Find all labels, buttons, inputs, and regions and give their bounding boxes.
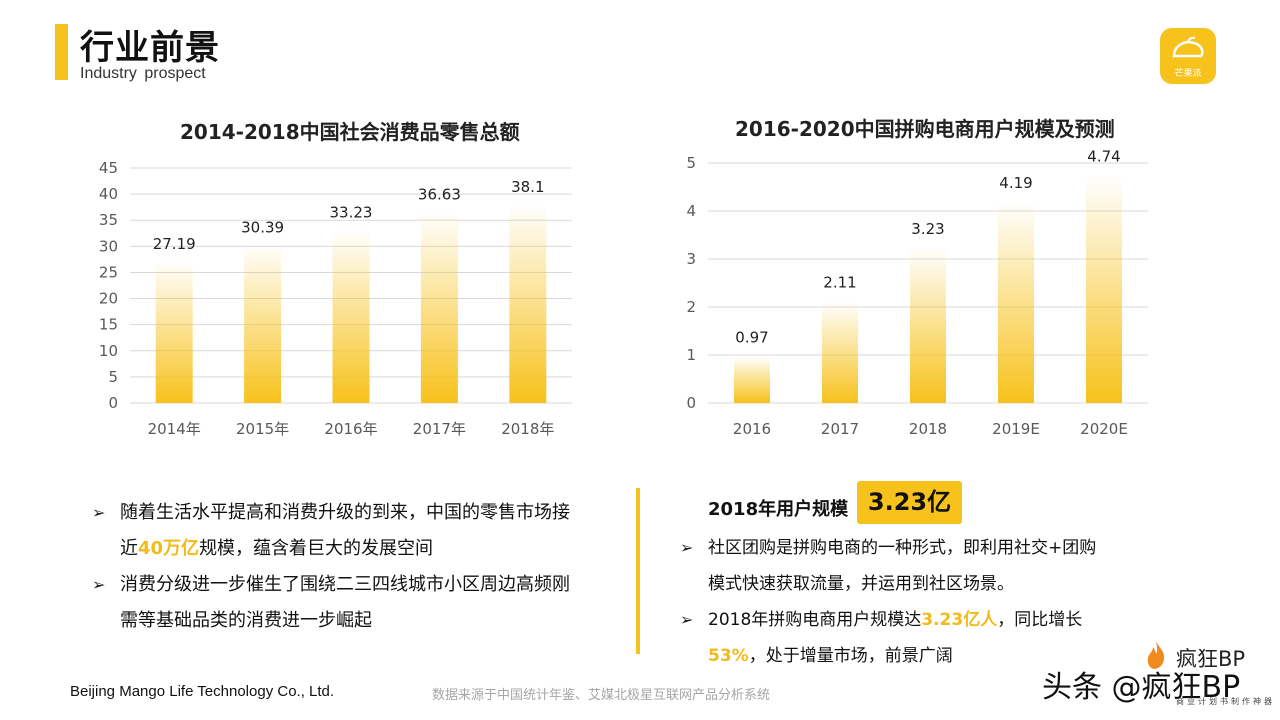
page-title: 行业前景 [80, 28, 220, 68]
x-tick-label: 2020E [1080, 420, 1128, 438]
x-tick-label: 2014年 [148, 420, 201, 438]
chart-title-retail: 2014-2018中国社会消费品零售总额 [180, 120, 520, 144]
data-label: 4.74 [1087, 147, 1120, 165]
mango-logo: 芒果派 [1160, 28, 1216, 84]
bullet-item: 随着生活水平提高和消费升级的到来，中国的零售市场接近40万亿规模，蕴含着巨大的发… [92, 495, 572, 567]
group-buying-users-chart: 0 1 2 3 4 5 0.97 2016 2.11 2017 3.23 2018 4.19 2019E 4… [686, 147, 1148, 438]
stat-value-badge: 3.23亿 [857, 481, 962, 524]
right-bullet-list: 社区团购是拼购电商的一种形式，即利用社交+团购模式快速获取流量，并运用到社区场景… [680, 530, 1110, 674]
retail-sales-chart: 0 5 10 15 20 25 30 35 40 45 27.19 2014年 30.39 2015年 33… [99, 159, 572, 438]
data-label: 2.11 [823, 274, 856, 292]
y-tick-label: 5 [686, 154, 696, 172]
y-tick-label: 0 [108, 394, 118, 412]
x-tick-label: 2018 [909, 420, 947, 438]
y-tick-label: 1 [686, 346, 696, 364]
bar [332, 229, 370, 403]
bar [734, 356, 770, 403]
y-tick-label: 45 [99, 159, 118, 177]
company-name: Beijing Mango Life Technology Co., Ltd. [70, 683, 335, 700]
watermark-brand: 疯狂BP [1176, 647, 1246, 671]
title-accent-bar [55, 24, 68, 80]
data-label: 38.1 [511, 178, 544, 196]
stat-label: 2018年用户规模 [708, 499, 849, 520]
y-tick-label: 2 [686, 298, 696, 316]
section-divider [636, 488, 640, 654]
flame-icon [1147, 641, 1165, 669]
bar [822, 301, 858, 403]
data-label: 27.19 [153, 235, 196, 253]
watermark-toutiao: 头条 @疯狂BP [1042, 670, 1241, 705]
y-tick-label: 25 [99, 263, 118, 281]
watermark-tagline: 商业计划书制作神器 [1176, 697, 1275, 706]
data-label: 33.23 [330, 203, 373, 221]
bar [910, 247, 946, 403]
bar [244, 244, 282, 403]
left-bullet-list: 随着生活水平提高和消费升级的到来，中国的零售市场接近40万亿规模，蕴含着巨大的发… [92, 495, 572, 639]
data-label: 0.97 [735, 328, 768, 346]
data-label: 4.19 [999, 174, 1032, 192]
bullet-item: 2018年拼购电商用户规模达3.23亿人，同比增长53%，处于增量市场，前景广阔 [680, 602, 1110, 674]
y-tick-label: 20 [99, 290, 118, 308]
chart-title-group-buying: 2016-2020中国拼购电商用户规模及预测 [735, 117, 1115, 141]
data-label: 30.39 [241, 218, 284, 236]
y-tick-label: 35 [99, 211, 118, 229]
y-tick-label: 40 [99, 185, 118, 203]
bar [1086, 175, 1122, 403]
x-tick-label: 2017年 [413, 420, 466, 438]
y-tick-label: 0 [686, 394, 696, 412]
x-tick-label: 2016 [733, 420, 771, 438]
bar [155, 261, 193, 403]
y-tick-label: 30 [99, 237, 118, 255]
data-source: 数据来源于中国统计年鉴、艾媒北极星互联网产品分析系统 [432, 688, 771, 703]
y-tick-label: 15 [99, 316, 118, 334]
x-tick-label: 2015年 [236, 420, 289, 438]
bullet-item: 社区团购是拼购电商的一种形式，即利用社交+团购模式快速获取流量，并运用到社区场景… [680, 530, 1110, 602]
data-label: 36.63 [418, 186, 461, 204]
logo-text: 芒果派 [1174, 69, 1202, 79]
y-tick-label: 3 [686, 250, 696, 268]
x-tick-label: 2017 [821, 420, 859, 438]
x-tick-label: 2016年 [324, 420, 377, 438]
mango-icon [1172, 36, 1204, 58]
bar [420, 211, 458, 403]
bar [509, 204, 547, 403]
page-subtitle: Industry prospect [80, 65, 206, 82]
y-tick-label: 4 [686, 202, 696, 220]
y-tick-label: 5 [108, 368, 118, 386]
bar [998, 201, 1034, 403]
x-tick-label: 2018年 [501, 420, 554, 438]
x-tick-label: 2019E [992, 420, 1040, 438]
y-tick-label: 10 [99, 342, 118, 360]
data-label: 3.23 [911, 220, 944, 238]
bullet-item: 消费分级进一步催生了围绕二三四线城市小区周边高频刚需等基础品类的消费进一步崛起 [92, 567, 572, 639]
